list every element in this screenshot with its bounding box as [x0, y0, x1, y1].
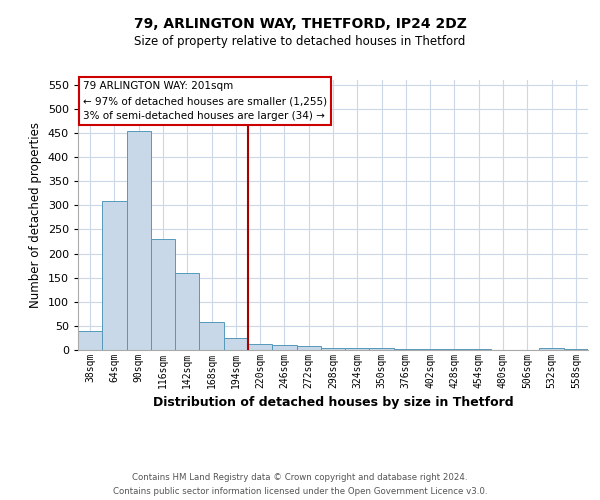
Bar [224, 338, 248, 350]
Text: Contains public sector information licensed under the Open Government Licence v3: Contains public sector information licen… [113, 488, 487, 496]
X-axis label: Distribution of detached houses by size in Thetford: Distribution of detached houses by size … [152, 396, 514, 409]
Bar [370, 348, 394, 350]
Bar [127, 130, 151, 350]
Bar [564, 348, 588, 350]
Bar [272, 345, 296, 350]
Bar [394, 348, 418, 350]
Bar [442, 348, 467, 350]
Bar [345, 348, 370, 350]
Y-axis label: Number of detached properties: Number of detached properties [29, 122, 42, 308]
Bar [539, 348, 564, 350]
Text: 79 ARLINGTON WAY: 201sqm
← 97% of detached houses are smaller (1,255)
3% of semi: 79 ARLINGTON WAY: 201sqm ← 97% of detach… [83, 82, 327, 121]
Bar [199, 322, 224, 350]
Bar [175, 273, 199, 350]
Bar [151, 239, 175, 350]
Text: Contains HM Land Registry data © Crown copyright and database right 2024.: Contains HM Land Registry data © Crown c… [132, 472, 468, 482]
Bar [102, 200, 127, 350]
Bar [248, 344, 272, 350]
Bar [78, 330, 102, 350]
Bar [296, 346, 321, 350]
Text: Size of property relative to detached houses in Thetford: Size of property relative to detached ho… [134, 35, 466, 48]
Bar [467, 349, 491, 350]
Text: 79, ARLINGTON WAY, THETFORD, IP24 2DZ: 79, ARLINGTON WAY, THETFORD, IP24 2DZ [134, 18, 466, 32]
Bar [321, 348, 345, 350]
Bar [418, 348, 442, 350]
